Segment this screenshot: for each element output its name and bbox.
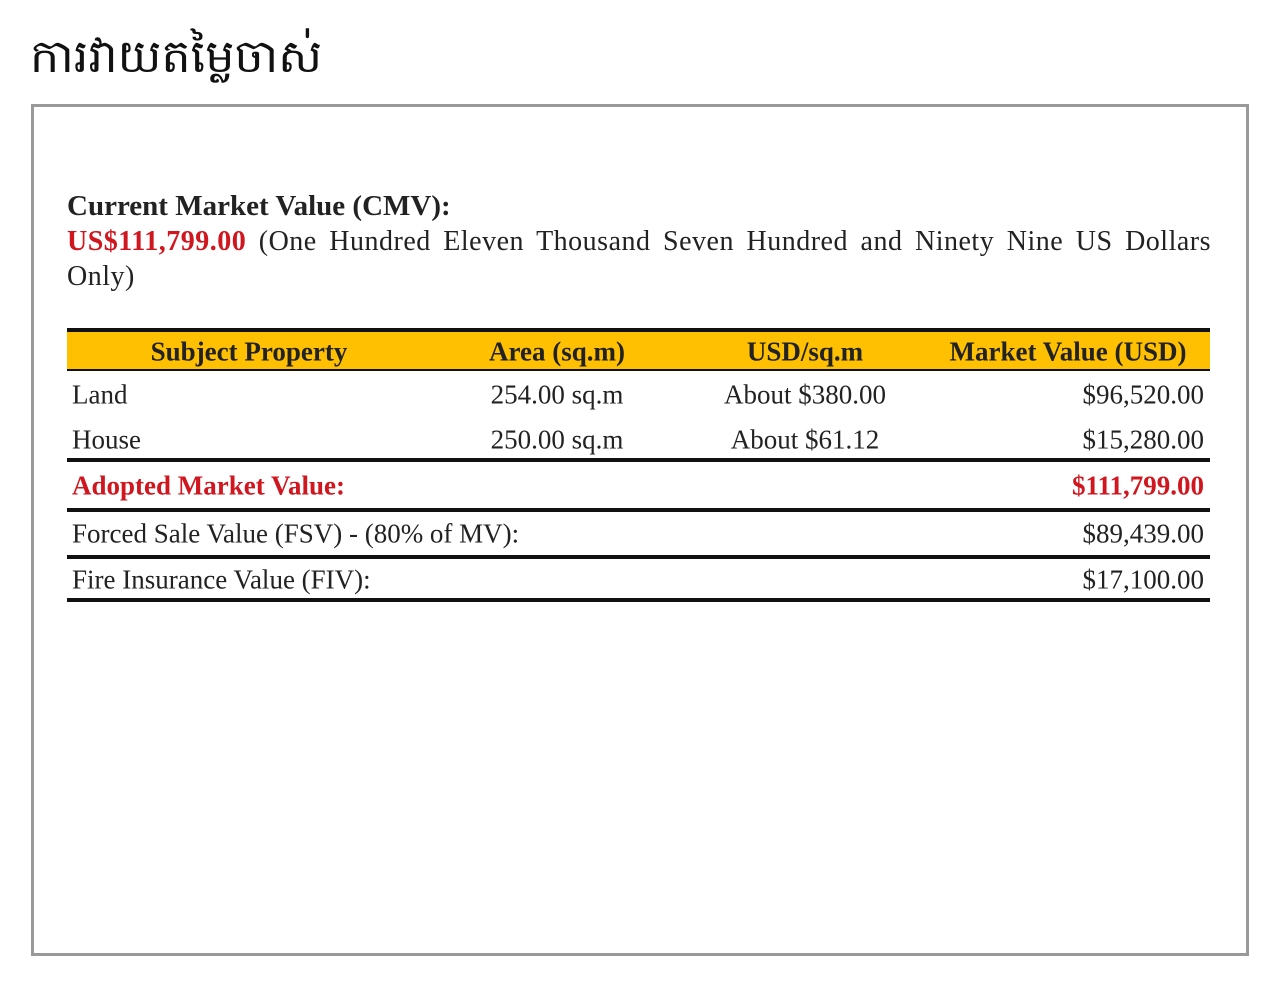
cell: House — [72, 424, 141, 455]
summary-label: Fire Insurance Value (FIV): — [72, 564, 371, 595]
cell: 250.00 sq.m — [490, 424, 624, 455]
column-header: Market Value (USD) — [949, 336, 1187, 367]
page-title: ការវាយតម្លៃចាស់ — [30, 29, 322, 83]
summary-value: $89,439.00 — [1082, 518, 1205, 549]
adopted-value: $111,799.00 — [1071, 470, 1204, 501]
document-frame — [31, 104, 1249, 956]
cell: About $61.12 — [730, 424, 880, 455]
rule — [67, 458, 1210, 462]
column-header: Subject Property — [150, 336, 348, 367]
summary-value: $17,100.00 — [1082, 564, 1205, 595]
rule — [67, 508, 1210, 512]
cell: 254.00 sq.m — [490, 379, 624, 410]
cmv-amount: US$111,799.00 — [67, 226, 247, 257]
cell: $15,280.00 — [1082, 424, 1205, 455]
column-header: Area (sq.m) — [489, 336, 625, 367]
cell: $96,520.00 — [1082, 379, 1205, 410]
table-header — [67, 328, 1210, 371]
adopted-label: Adopted Market Value: — [72, 470, 346, 501]
rule — [67, 555, 1210, 559]
cell: About $380.00 — [724, 379, 886, 410]
rule — [67, 598, 1210, 602]
cmv-label: Current Market Value (CMV): — [67, 190, 451, 222]
cmv-words: (One Hundred Eleven Thousand Seven Hundr… — [67, 226, 1211, 292]
cell: Land — [72, 379, 128, 410]
summary-label: Forced Sale Value (FSV) - (80% of MV): — [72, 518, 520, 549]
cmv-paragraph: US$111,799.00 (One Hundred Eleven Thousa… — [67, 224, 1211, 294]
column-header: USD/sq.m — [746, 336, 864, 367]
